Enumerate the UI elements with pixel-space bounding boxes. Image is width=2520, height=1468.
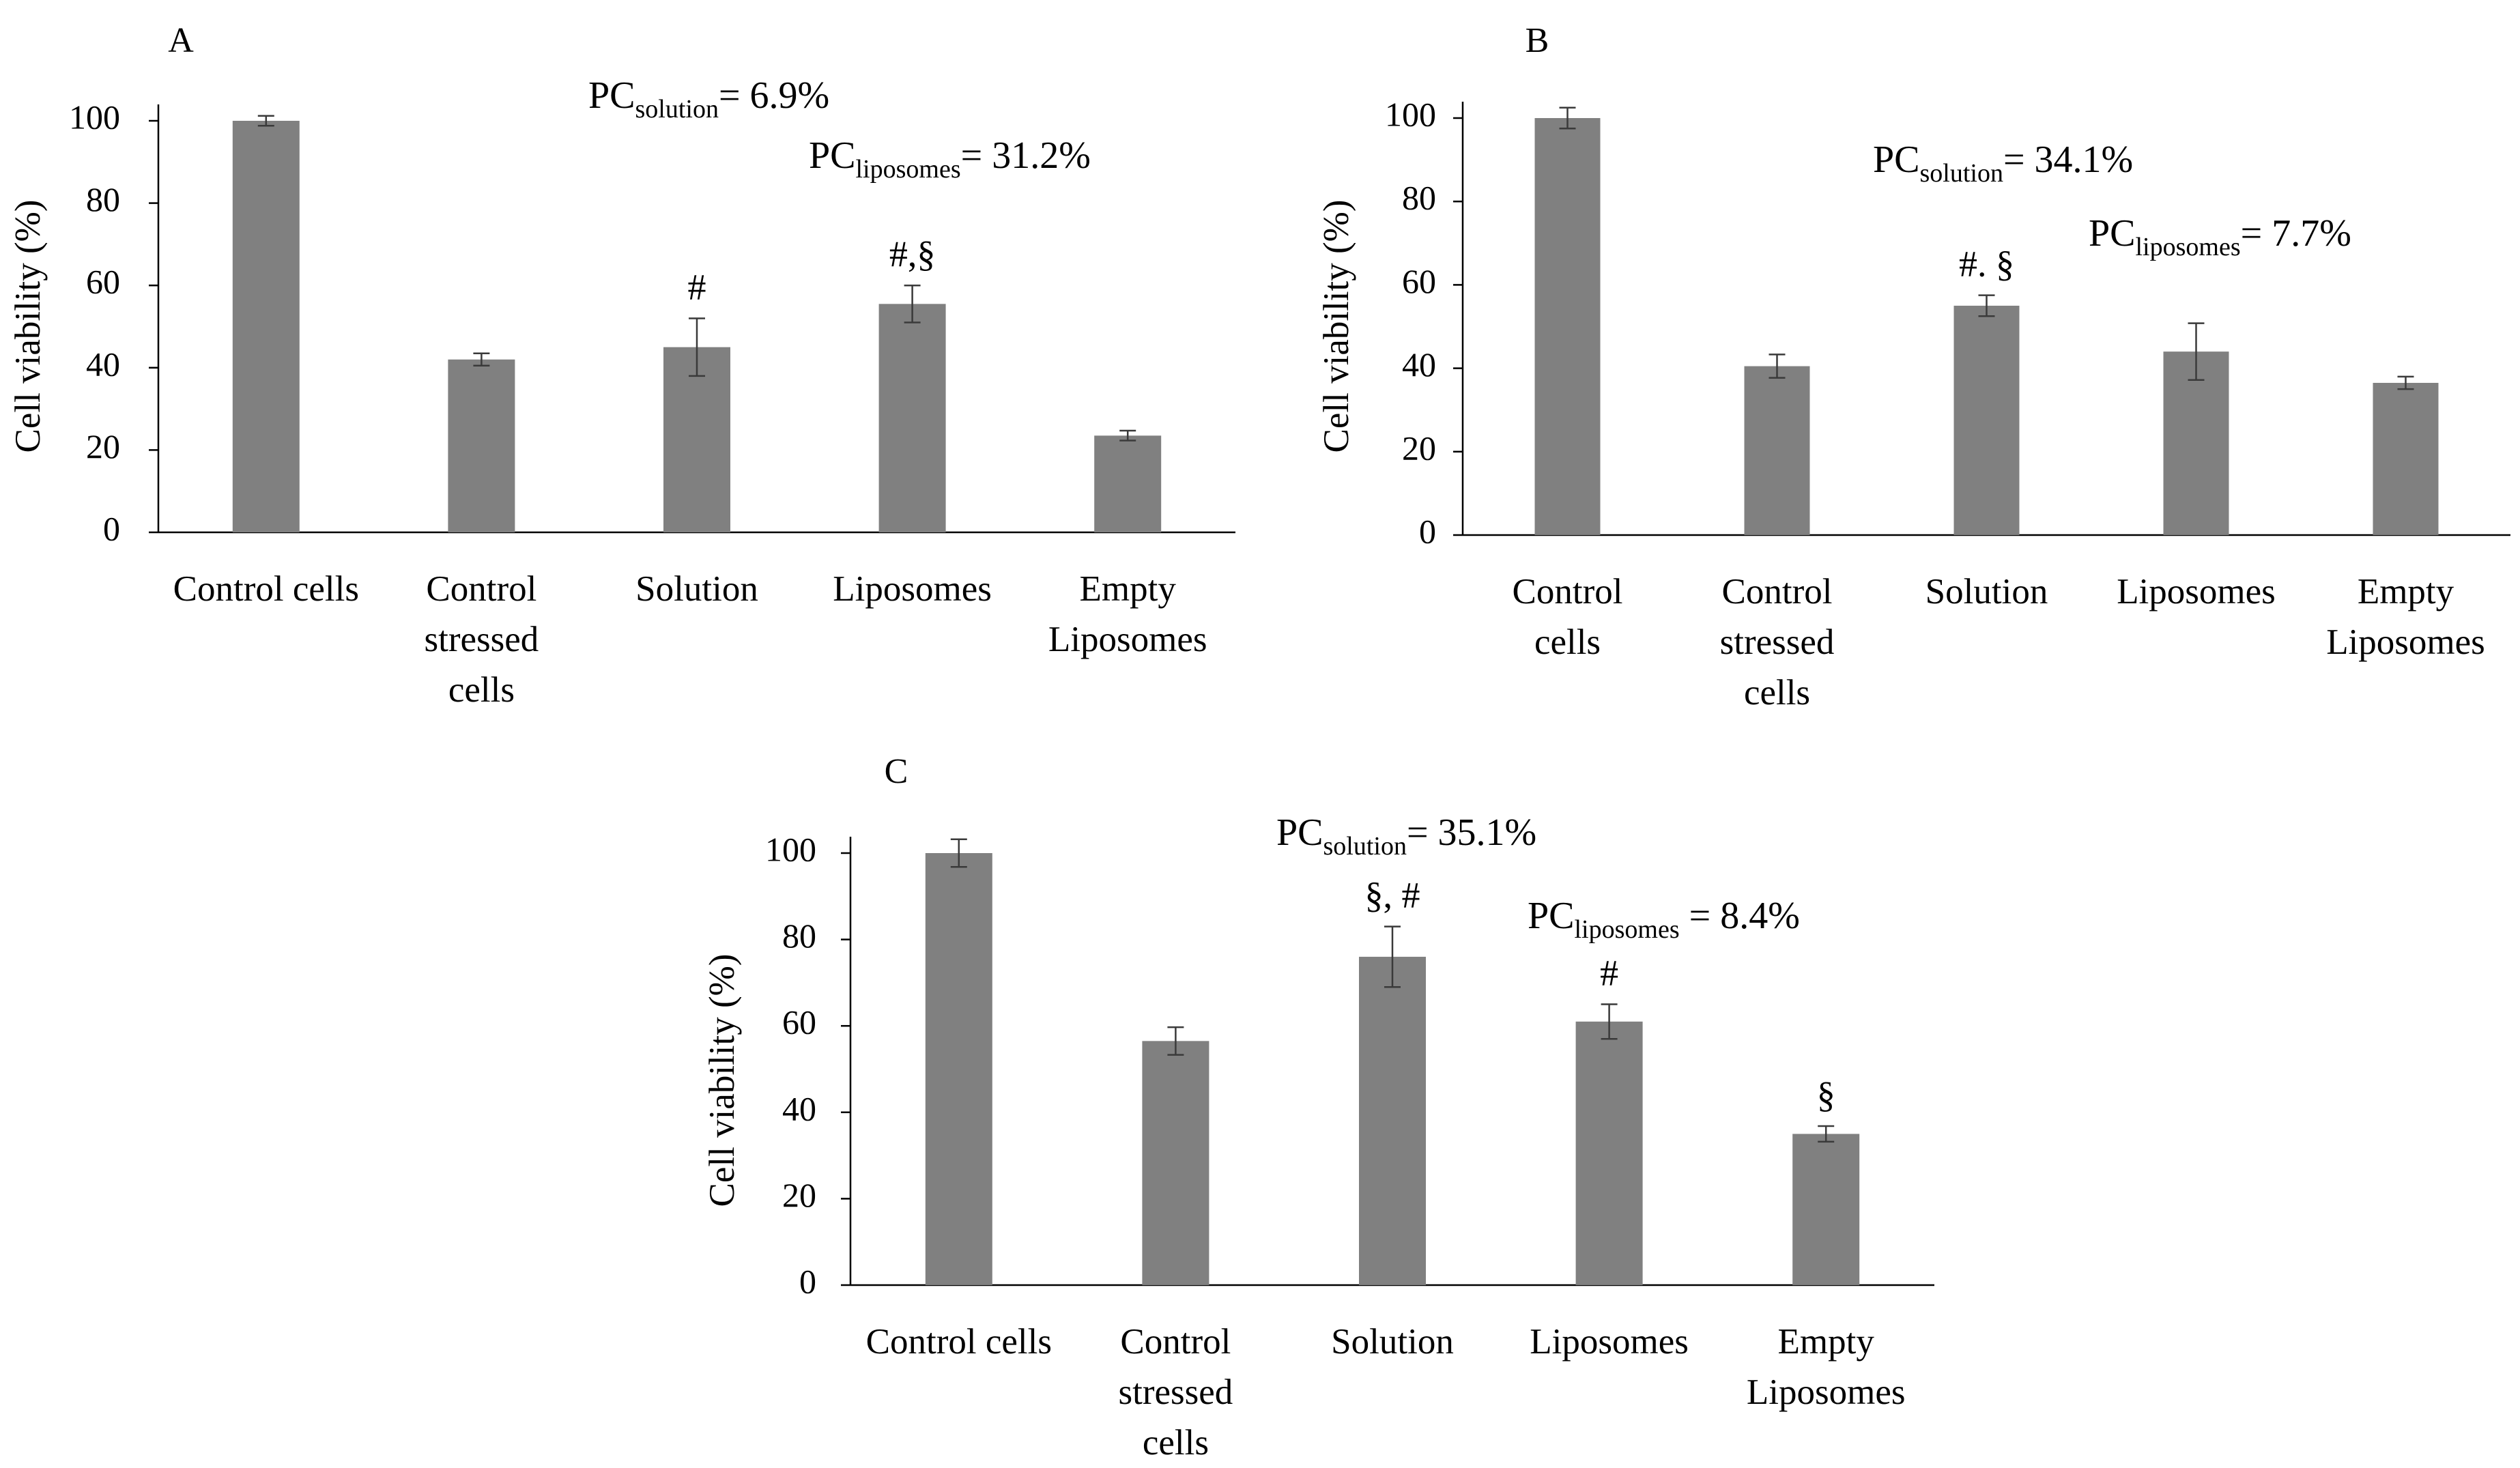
x-category-label: Control stressed cells (424, 569, 539, 710)
x-category-label: Control cells (173, 569, 359, 609)
bar (1953, 305, 2020, 535)
bar (1142, 1041, 1209, 1285)
y-tick-label: 40 (86, 345, 120, 383)
protection-coefficient-label: PCsolution= 6.9% (588, 74, 829, 124)
panel-label: B (1526, 21, 1549, 60)
error-bar (1119, 429, 1136, 442)
significance-marker: # (688, 266, 706, 307)
significance-marker: # (1600, 953, 1618, 994)
x-category-label: Liposomes (833, 569, 992, 609)
y-tick-label: 40 (782, 1089, 816, 1127)
error-bar (2397, 375, 2414, 390)
y-axis-title: Cell viability (%) (1317, 200, 1356, 453)
bar (878, 304, 946, 532)
y-tick-label: 100 (765, 830, 816, 868)
y-tick-label: 60 (782, 1003, 816, 1041)
protection-coefficient-label: PCsolution= 35.1% (1276, 811, 1536, 861)
error-bar (1818, 1125, 1835, 1143)
y-tick-label: 80 (86, 180, 120, 218)
y-tick-label: 0 (103, 509, 120, 547)
error-bar (257, 115, 274, 127)
bar (925, 853, 992, 1285)
x-category-label: Solution (1925, 572, 2048, 611)
protection-coefficient-label: PCliposomes= 7.7% (2089, 212, 2351, 261)
protection-coefficient-label: PCliposomes= 31.2% (809, 134, 1091, 184)
error-bar (1559, 106, 1576, 130)
panel-label: A (168, 21, 194, 60)
panel-c-chart: C Cell viability (%) 0 20 40 60 80 100 Control c… (702, 752, 1934, 1463)
error-bar (1978, 294, 1995, 317)
x-category-label: Solution (1331, 1322, 1454, 1362)
error-bar (1167, 1026, 1184, 1056)
y-tick-label: 20 (1402, 429, 1436, 467)
bar (1359, 956, 1426, 1285)
error-bar (1384, 925, 1401, 988)
significance-marker: § (1817, 1074, 1835, 1115)
bar (663, 347, 730, 532)
bar (2373, 382, 2439, 535)
error-bar (904, 284, 921, 323)
y-tick-label: 100 (69, 98, 120, 136)
x-category-label: Control cells (866, 1322, 1052, 1362)
bar (1575, 1021, 1643, 1285)
y-tick-label: 100 (1385, 95, 1436, 133)
error-bar (473, 352, 490, 367)
error-bar (950, 838, 967, 868)
significance-marker: #. § (1959, 244, 2014, 285)
x-category-label: Empty Liposomes (1048, 569, 1207, 659)
significance-marker: §, # (1365, 875, 1420, 916)
error-bar (1769, 354, 1786, 379)
x-category-label: Empty Liposomes (2326, 572, 2485, 662)
bar (2163, 351, 2229, 535)
y-tick-label: 60 (1402, 262, 1436, 300)
error-bar (2188, 322, 2205, 381)
x-category-label: Control cells (1513, 572, 1623, 662)
y-tick-label: 80 (782, 917, 816, 955)
error-bar (1601, 1003, 1618, 1040)
bar (232, 121, 300, 532)
bar (1094, 435, 1162, 532)
y-tick-label: 80 (1402, 179, 1436, 217)
y-tick-label: 0 (1419, 512, 1436, 550)
panel-label: C (885, 752, 908, 791)
x-category-label: Solution (635, 569, 758, 609)
x-category-label: Control stressed cells (1720, 572, 1835, 713)
y-tick-label: 40 (1402, 345, 1436, 384)
x-category-label: Empty Liposomes (1747, 1322, 1906, 1412)
y-tick-label: 60 (86, 263, 120, 301)
bar (1534, 118, 1601, 535)
x-category-label: Liposomes (2117, 572, 2276, 611)
panel-a-chart: A Cell viability (%) 0 20 40 60 80 100 Control c… (8, 21, 1235, 710)
y-tick-label: 0 (799, 1262, 816, 1300)
y-tick-label: 20 (86, 427, 120, 465)
protection-coefficient-label: PCliposomes = 8.4% (1528, 895, 1800, 944)
bar (448, 359, 515, 532)
y-axis-title: Cell viability (%) (8, 200, 48, 453)
y-tick-label: 20 (782, 1176, 816, 1214)
bar (1792, 1134, 1860, 1285)
significance-marker: #,§ (889, 233, 936, 274)
x-category-label: Liposomes (1530, 1322, 1689, 1362)
panel-b-chart: B Cell viability (%) 0 20 40 60 80 100 Control ce… (1317, 21, 2510, 713)
protection-coefficient-label: PCsolution= 34.1% (1873, 139, 2133, 188)
bar (1744, 366, 1810, 535)
x-category-label: Control stressed cells (1118, 1322, 1233, 1463)
y-axis-title: Cell viability (%) (702, 954, 742, 1207)
error-bar (689, 317, 705, 377)
